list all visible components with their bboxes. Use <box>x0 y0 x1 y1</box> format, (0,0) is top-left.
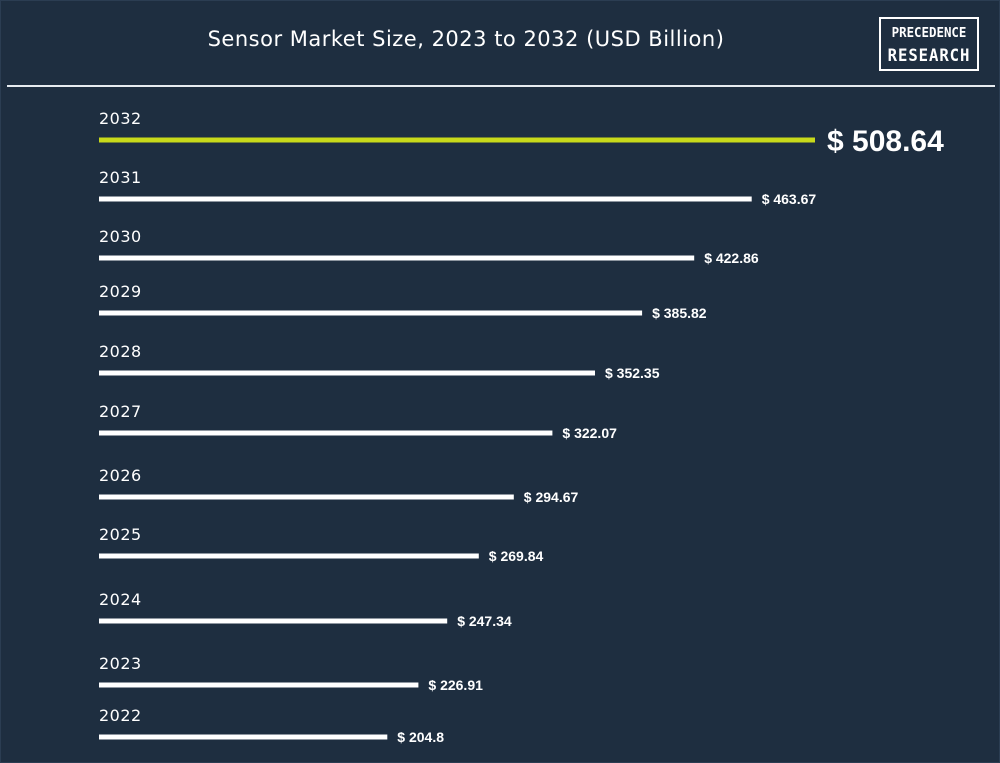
year-label: 2030 <box>99 227 142 246</box>
year-label: 2029 <box>99 282 142 301</box>
value-label: $ 204.8 <box>397 729 444 745</box>
bar-2032 <box>99 137 815 143</box>
logo-line-1: PRECEDENCE <box>891 25 967 41</box>
value-label: $ 269.84 <box>489 548 544 564</box>
bar-2022 <box>99 734 388 740</box>
bar-2028 <box>99 370 595 376</box>
year-label: 2024 <box>99 590 142 609</box>
year-label: 2026 <box>99 466 142 485</box>
year-label: 2027 <box>99 402 142 421</box>
value-label: $ 508.64 <box>827 125 944 158</box>
value-label: $ 322.07 <box>562 425 617 441</box>
bar-2030 <box>99 255 695 261</box>
year-label: 2022 <box>99 706 142 725</box>
bar-2027 <box>99 430 553 436</box>
year-label: 2025 <box>99 525 142 544</box>
value-label: $ 463.67 <box>762 191 817 207</box>
value-label: $ 352.35 <box>605 365 660 381</box>
bar-2024 <box>99 618 448 624</box>
bar-2029 <box>99 310 643 316</box>
chart-title: Sensor Market Size, 2023 to 2032 (USD Bi… <box>207 27 725 51</box>
value-label: $ 294.67 <box>524 489 579 505</box>
year-label: 2023 <box>99 654 142 673</box>
value-label: $ 247.34 <box>457 613 512 629</box>
year-label: 2032 <box>99 109 142 128</box>
header-divider <box>7 85 995 87</box>
value-label: $ 226.91 <box>428 677 483 693</box>
bar-2023 <box>99 682 419 688</box>
year-label: 2028 <box>99 342 142 361</box>
year-label: 2031 <box>99 168 142 187</box>
value-label: $ 422.86 <box>704 250 759 266</box>
logo-line-2: RESEARCH <box>887 46 971 66</box>
bar-2025 <box>99 553 479 559</box>
bar-2031 <box>99 196 752 202</box>
brand-logo: PRECEDENCE RESEARCH <box>879 17 979 71</box>
value-label: $ 385.82 <box>652 305 707 321</box>
bar-2026 <box>99 494 514 500</box>
